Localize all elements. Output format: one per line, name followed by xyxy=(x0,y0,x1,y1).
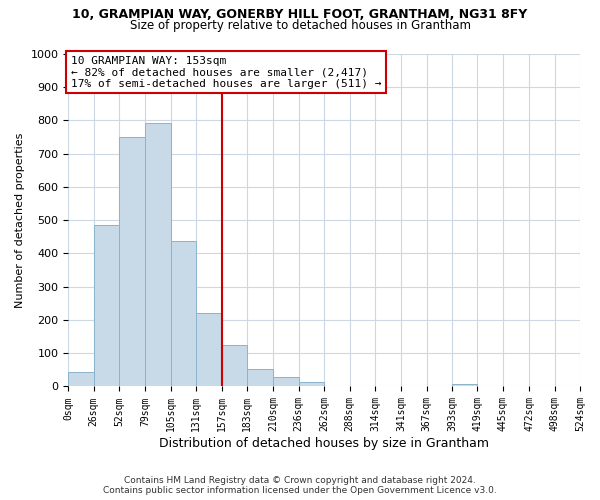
Bar xyxy=(171,241,196,386)
Bar xyxy=(452,384,478,386)
Bar xyxy=(221,345,247,387)
Text: 10, GRAMPIAN WAY, GONERBY HILL FOOT, GRANTHAM, NG31 8FY: 10, GRAMPIAN WAY, GONERBY HILL FOOT, GRA… xyxy=(73,8,527,20)
Bar xyxy=(94,225,119,386)
Bar xyxy=(299,382,324,386)
X-axis label: Distribution of detached houses by size in Grantham: Distribution of detached houses by size … xyxy=(159,437,489,450)
Bar xyxy=(247,369,274,386)
Text: 10 GRAMPIAN WAY: 153sqm
← 82% of detached houses are smaller (2,417)
17% of semi: 10 GRAMPIAN WAY: 153sqm ← 82% of detache… xyxy=(71,56,382,89)
Text: Contains HM Land Registry data © Crown copyright and database right 2024.
Contai: Contains HM Land Registry data © Crown c… xyxy=(103,476,497,495)
Y-axis label: Number of detached properties: Number of detached properties xyxy=(15,132,25,308)
Bar xyxy=(145,123,171,386)
Bar xyxy=(274,377,299,386)
Bar xyxy=(68,372,94,386)
Bar xyxy=(119,137,145,386)
Bar xyxy=(196,314,221,386)
Text: Size of property relative to detached houses in Grantham: Size of property relative to detached ho… xyxy=(130,19,470,32)
